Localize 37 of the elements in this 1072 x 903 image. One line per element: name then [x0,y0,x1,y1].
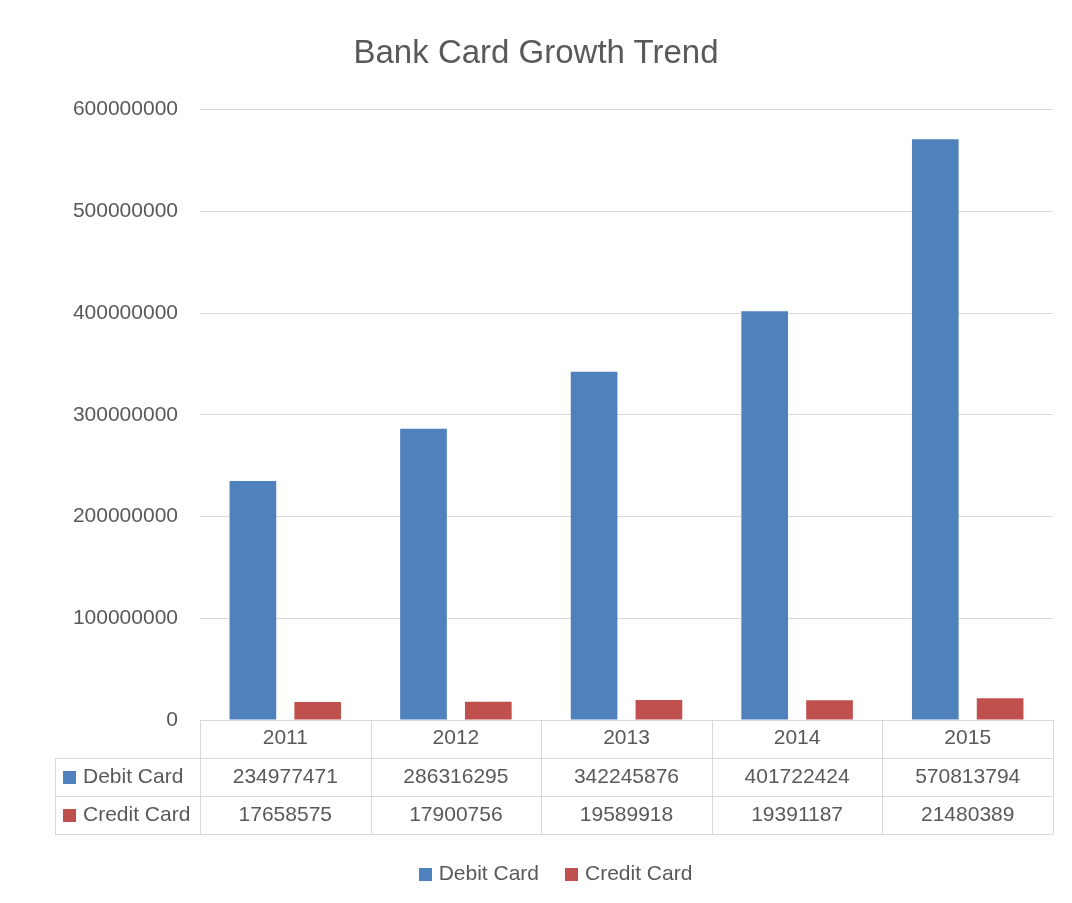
data-label: 19391187 [751,801,844,825]
x-tick-label: 2011 [262,725,308,749]
y-tick-label: 200000000 [72,503,178,527]
legend-label: Debit Card [83,763,184,787]
data-label: 21480389 [920,801,1015,825]
x-tick-label: 2015 [944,725,992,749]
bar [464,701,512,720]
y-tick-label: 500000000 [72,198,178,222]
chart-title: Bank Card Growth Trend [353,32,719,70]
bar [806,700,853,720]
x-tick-label: 2014 [773,725,821,749]
bar [741,311,789,720]
data-label: 570813794 [915,763,1021,787]
text: Debit Card [438,860,540,884]
bar [570,371,618,720]
data-label: 17658575 [238,801,333,825]
bar [229,480,277,720]
y-tick-label: 600000000 [72,96,178,120]
legend-label: Credit Card [83,801,191,825]
x-tick-label: 2012 [432,725,480,749]
data-label: 234977471 [232,763,338,787]
bar [976,698,1024,720]
y-tick-label: 400000000 [72,299,178,323]
data-label: 401722424 [744,763,850,787]
bar [635,700,683,720]
data-label: 342245876 [573,763,680,787]
y-tick-label: 300000000 [72,401,178,425]
data-label: 19589918 [579,801,674,825]
x-tick-label: 2013 [603,725,650,749]
bar [400,428,447,720]
y-tick-label: 100000000 [72,605,178,629]
data-label: 17900756 [409,801,503,825]
y-tick-label: 0 [166,706,178,730]
text: Credit Card [585,860,693,884]
data-label: 286316295 [403,763,509,787]
bar [294,702,342,720]
bar [911,139,959,720]
